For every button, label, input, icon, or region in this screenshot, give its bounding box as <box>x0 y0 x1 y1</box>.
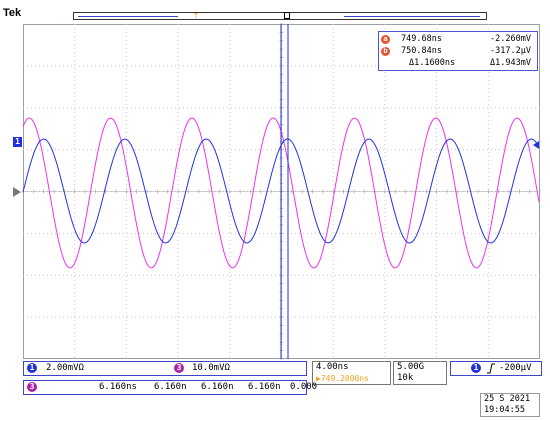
measurement-value: 0.000 <box>290 382 318 392</box>
cursor-b-badge: b <box>381 47 390 56</box>
record-window-marker[interactable] <box>284 12 290 19</box>
waveform-traces <box>22 23 541 360</box>
measurement-value: 6.160n <box>248 382 281 392</box>
ground-reference-arrow-icon[interactable] <box>13 187 21 197</box>
cursor-a-time: 749.68ns <box>401 34 442 44</box>
date-display: 25 S 2021 <box>484 394 531 404</box>
measurement-source-badge: 3 <box>27 382 37 392</box>
cursor-b-value: -317.2µV <box>490 46 531 56</box>
datetime-panel: 25 S 2021 19:04:55 <box>480 393 540 417</box>
cursor-delta-value: Δ1.943mV <box>490 58 531 68</box>
ch3-scale: 10.0mVΩ <box>192 363 230 373</box>
trigger-level-arrow-icon[interactable] <box>533 141 539 149</box>
measurement-panel[interactable]: 3 6.160ns 6.160n 6.160n 6.160n 0.000 <box>23 380 317 395</box>
time-display: 19:04:55 <box>484 405 525 415</box>
cursor-a-value: -2.260mV <box>490 34 531 44</box>
cursor-a-badge: a <box>381 35 390 44</box>
timebase-panel[interactable]: 4.00ns ▶749.2000ns <box>312 361 391 385</box>
acquisition-panel[interactable]: 5.00G 10k <box>393 361 447 385</box>
vertical-scale-panel[interactable]: 1 2.00mVΩ 3 10.0mVΩ <box>23 361 307 376</box>
cursor-b-time: 750.84ns <box>401 46 442 56</box>
ch1-offset-marker[interactable]: 1 <box>13 137 22 147</box>
trigger-panel[interactable]: 1 -200µV <box>450 361 542 376</box>
sample-rate: 5.00G <box>397 362 425 372</box>
record-view-line-right <box>344 16 480 17</box>
timebase-position: ▶749.2000ns <box>316 374 369 383</box>
timebase-scale: 4.00ns <box>316 362 349 372</box>
trigger-level: -200µV <box>499 363 532 373</box>
ch1-badge: 1 <box>27 363 37 373</box>
measurement-value: 6.160n <box>201 382 234 392</box>
rising-edge-icon <box>487 363 495 374</box>
record-view-line-left <box>78 16 178 17</box>
trigger-source-badge: 1 <box>471 363 481 373</box>
record-trigger-tick: T <box>194 12 199 20</box>
cursor-delta-time: Δ1.1600ns <box>409 58 456 68</box>
ch3-badge: 3 <box>174 363 184 373</box>
record-length: 10k <box>397 373 414 383</box>
record-view-bar[interactable]: T <box>73 12 487 20</box>
cursor-readout-panel: a 749.68ns -2.260mV b 750.84ns -317.2µV … <box>378 31 538 71</box>
ch1-scale: 2.00mVΩ <box>46 363 84 373</box>
measurement-value: 6.160n <box>154 382 187 392</box>
brand-label: Tek <box>3 7 22 19</box>
measurement-value: 6.160ns <box>99 382 137 392</box>
